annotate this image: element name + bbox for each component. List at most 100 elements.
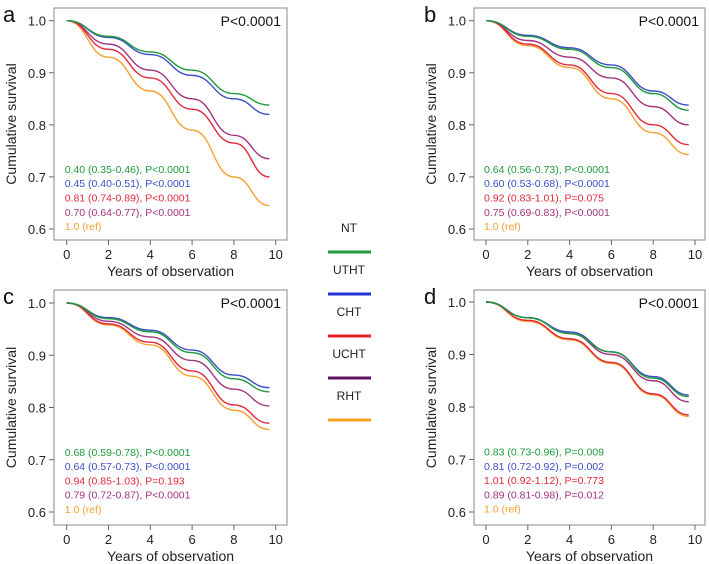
hazard-ratio-text: 0.81 (0.74-0.89), P<0.0001	[65, 193, 191, 205]
x-tick-label: 4	[566, 247, 573, 262]
legend-label: UCHT	[332, 347, 366, 361]
y-axis-label: Cumulative survival	[423, 63, 439, 184]
curve-cht	[485, 301, 689, 416]
hazard-ratio-text: 1.0 (ref)	[65, 504, 102, 516]
y-tick-label: 1.0	[28, 296, 46, 311]
x-tick-label: 2	[524, 247, 531, 262]
x-tick-label: 6	[188, 247, 195, 262]
curve-rht	[485, 20, 689, 156]
x-tick-label: 0	[482, 532, 489, 547]
x-axis-label: Years of observation	[107, 548, 234, 564]
hazard-ratio-text: 0.60 (0.53-0.68), P<0.0001	[484, 178, 610, 190]
y-axis-label: Cumulative survival	[3, 63, 19, 184]
x-tick-label: 0	[63, 247, 70, 262]
hazard-ratio-text: 0.89 (0.81-0.98), P=0.012	[484, 489, 604, 501]
hazard-ratio-text: 1.0 (ref)	[484, 221, 521, 233]
legend-label: RHT	[337, 389, 362, 403]
x-tick-label: 4	[147, 532, 154, 547]
hazard-ratio-text: 0.45 (0.40-0.51), P<0.0001	[65, 178, 191, 190]
y-tick-label: 0.6	[448, 505, 466, 520]
curve-utht	[66, 20, 270, 116]
hazard-ratio-text: 0.83 (0.73-0.96), P=0.009	[484, 447, 604, 459]
curve-ucht	[66, 302, 270, 407]
y-axis-label: Cumulative survival	[3, 347, 19, 468]
x-tick-label: 2	[105, 532, 112, 547]
y-tick-label: 0.9	[28, 348, 46, 363]
curve-cht	[66, 20, 270, 178]
x-tick-label: 10	[268, 532, 282, 547]
x-tick-label: 2	[524, 532, 531, 547]
curve-rht	[485, 301, 689, 418]
hazard-ratio-text: 0.68 (0.59-0.78), P<0.0001	[65, 447, 191, 459]
curve-rht	[66, 20, 270, 207]
panel-letter: b	[424, 2, 436, 27]
legend: NT UTHT CHT UCHT RHT	[328, 221, 371, 422]
x-tick-label: 2	[105, 247, 112, 262]
panel-c: c 0.6 0.7 0.8 0.9 1.0 0 2 4 6 8 10 Years of observat…	[3, 284, 288, 564]
curve-ucht	[66, 20, 270, 160]
hazard-ratio-text: 0.92 (0.83-1.01), P=0.075	[484, 193, 604, 205]
x-axis-label: Years of observation	[526, 263, 653, 279]
plot-frame	[53, 7, 288, 241]
x-tick-label: 8	[650, 247, 657, 262]
x-tick-label: 6	[188, 532, 195, 547]
hazard-ratio-text: 0.64 (0.56-0.73), P<0.0001	[484, 164, 610, 176]
y-tick-label: 0.9	[28, 66, 46, 81]
panel-letter: c	[3, 284, 14, 309]
hazard-ratio-text: 0.94 (0.85-1.03), P=0.193	[65, 475, 185, 487]
y-tick-label: 0.6	[28, 505, 46, 520]
curve-nt	[66, 20, 270, 106]
panel-b: b 0.6 0.7 0.8 0.9 1.0 0 2 4 6 8 10 Years of observat…	[423, 2, 706, 279]
y-tick-label: 0.8	[28, 401, 46, 416]
x-axis-label: Years of observation	[526, 548, 653, 564]
legend-label: NT	[341, 221, 358, 235]
curve-utht	[485, 20, 689, 106]
x-tick-label: 8	[230, 247, 237, 262]
x-tick-label: 4	[566, 532, 573, 547]
hazard-ratio-text: 1.0 (ref)	[484, 504, 521, 516]
x-tick-label: 6	[608, 532, 615, 547]
x-tick-label: 0	[63, 532, 70, 547]
panels: a 0.6 0.7 0.8 0.9 1.0 0 2 4 6 8 10 Years of observat…	[3, 2, 706, 564]
x-tick-label: 10	[688, 532, 702, 547]
panel-a: a 0.6 0.7 0.8 0.9 1.0 0 2 4 6 8 10 Years of observat…	[3, 2, 288, 279]
curve-nt	[485, 20, 689, 111]
x-tick-label: 8	[650, 532, 657, 547]
x-tick-label: 0	[482, 247, 489, 262]
panel-letter: d	[424, 284, 436, 309]
curve-nt	[66, 302, 270, 393]
y-tick-label: 0.6	[448, 222, 466, 237]
hazard-ratio-text: 0.64 (0.57-0.73), P<0.0001	[65, 461, 191, 473]
y-tick-label: 0.7	[448, 453, 466, 468]
curve-cht	[66, 302, 270, 424]
curve-utht	[66, 302, 270, 389]
overall-p-value: P<0.0001	[639, 13, 700, 29]
overall-p-value: P<0.0001	[221, 13, 282, 29]
y-tick-label: 1.0	[28, 14, 46, 29]
x-axis-label: Years of observation	[107, 263, 234, 279]
curve-nt	[485, 301, 689, 398]
hazard-ratio-text: 0.81 (0.72-0.92), P=0.002	[484, 461, 604, 473]
y-tick-label: 1.0	[448, 14, 466, 29]
x-tick-label: 8	[230, 532, 237, 547]
y-tick-label: 0.7	[448, 170, 466, 185]
panel-d: d 0.6 0.7 0.8 0.9 1.0 0 2 4 6 8 10 Years of observat…	[423, 284, 706, 564]
y-tick-label: 1.0	[448, 295, 466, 310]
curve-ucht	[485, 20, 689, 126]
y-tick-label: 0.9	[448, 348, 466, 363]
hazard-ratio-text: 0.70 (0.64-0.77), P<0.0001	[65, 207, 191, 219]
hazard-ratio-text: 0.40 (0.35-0.46), P<0.0001	[65, 164, 191, 176]
hazard-ratio-text: 0.75 (0.69-0.83), P<0.0001	[484, 207, 610, 219]
legend-label: UTHT	[333, 263, 366, 277]
y-tick-label: 0.8	[28, 118, 46, 133]
hazard-ratio-text: 1.01 (0.92-1.12), P=0.773	[484, 475, 604, 487]
x-tick-label: 4	[147, 247, 154, 262]
x-tick-label: 10	[688, 247, 702, 262]
y-tick-label: 0.8	[448, 118, 466, 133]
panel-letter: a	[3, 2, 16, 27]
curve-cht	[485, 20, 689, 146]
curve-rht	[66, 302, 270, 431]
y-tick-label: 0.6	[28, 222, 46, 237]
y-tick-label: 0.7	[28, 170, 46, 185]
